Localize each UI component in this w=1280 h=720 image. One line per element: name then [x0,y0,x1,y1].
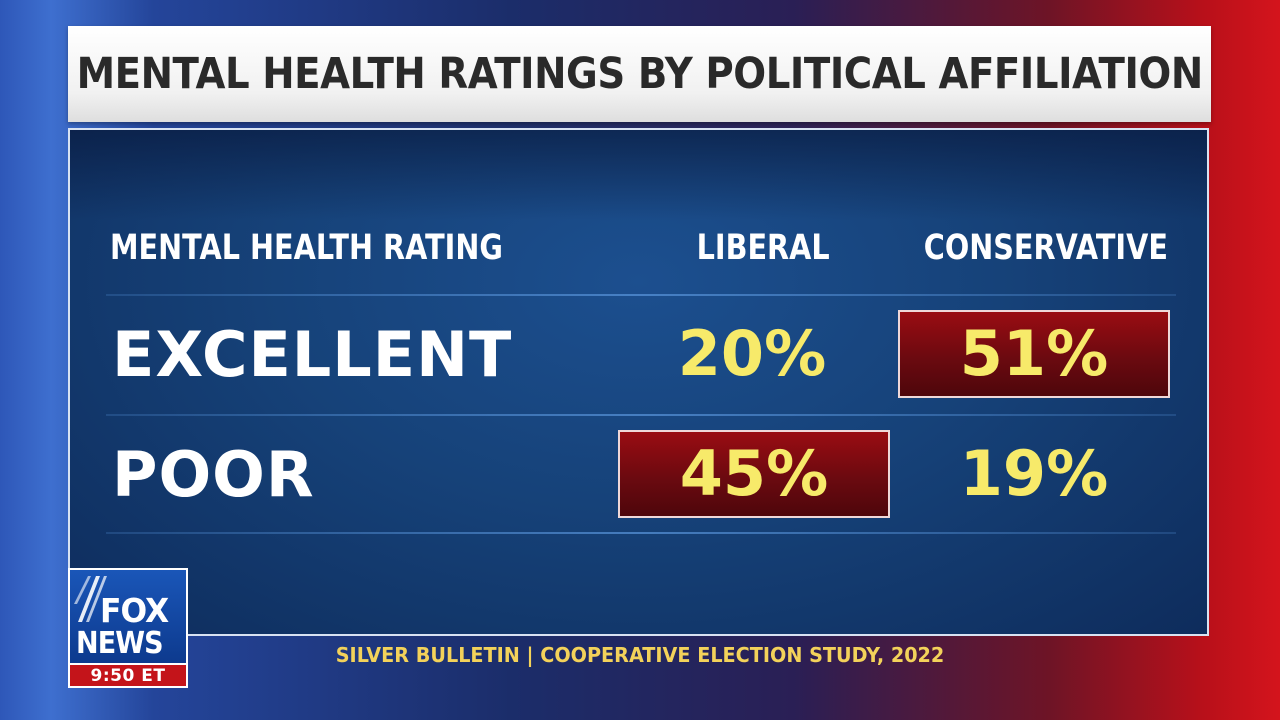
row-label-excellent: EXCELLENT [112,318,513,391]
value-poor-liberal: 45% [679,437,829,510]
cell-poor-liberal: 45% [618,430,890,518]
value-excellent-liberal: 20% [677,317,827,390]
column-header-rating: MENTAL HEALTH RATING [110,228,503,268]
column-header-liberal: LIBERAL [696,228,830,268]
time-badge: 9:50 ET [68,665,188,688]
cell-excellent-conservative: 51% [898,310,1170,398]
row-divider [106,532,1176,534]
cell-poor-conservative: 19% [898,430,1170,518]
logo-fox-text: FOX [100,591,169,630]
broadcast-time: 9:50 ET [90,665,166,686]
data-table-panel: MENTAL HEALTH RATING LIBERAL CONSERVATIV… [68,128,1209,636]
column-header-conservative: CONSERVATIVE [923,228,1168,268]
value-excellent-conservative: 51% [959,317,1109,390]
chart-title: MENTAL HEALTH RATINGS BY POLITICAL AFFIL… [76,49,1203,99]
row-divider [106,414,1176,416]
row-label-poor: POOR [112,438,315,511]
cell-excellent-liberal: 20% [616,310,888,398]
fox-news-logo: FOX NEWS 9:50 ET [68,568,188,688]
title-bar: MENTAL HEALTH RATINGS BY POLITICAL AFFIL… [68,26,1211,122]
source-caption: SILVER BULLETIN | COOPERATIVE ELECTION S… [335,643,945,667]
row-divider [106,294,1176,296]
logo-news-text: NEWS [76,626,164,661]
logo-stripes-icon [74,576,107,622]
value-poor-conservative: 19% [959,437,1109,510]
